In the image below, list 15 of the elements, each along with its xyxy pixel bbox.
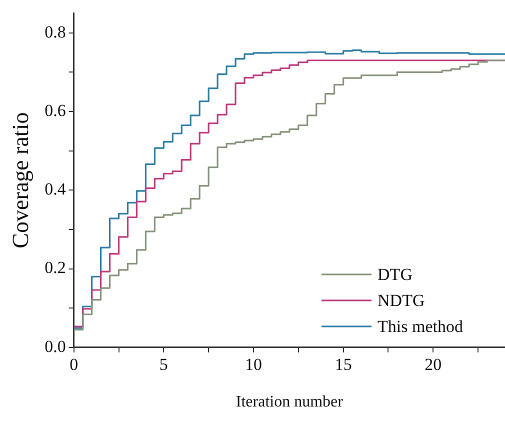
legend-label: NDTG (378, 290, 425, 310)
y-axis-title: Coverage ratio (8, 112, 33, 248)
x-tick-label: 20 (424, 355, 442, 374)
x-tick-label: 0 (70, 355, 78, 374)
x-tick-label: 15 (334, 355, 352, 374)
y-tick-label: 0.0 (44, 336, 66, 356)
x-tick-label: 5 (159, 355, 168, 374)
legend-label: DTG (378, 264, 412, 284)
y-tick-label: 0.6 (44, 100, 66, 120)
legend-label: This method (378, 316, 464, 336)
x-axis-title: Iteration number (236, 394, 344, 411)
y-tick-label: 0.8 (44, 22, 66, 42)
x-tick-label: 10 (244, 355, 262, 374)
y-tick-label: 0.4 (44, 180, 66, 199)
y-tick-label: 0.2 (44, 258, 66, 278)
